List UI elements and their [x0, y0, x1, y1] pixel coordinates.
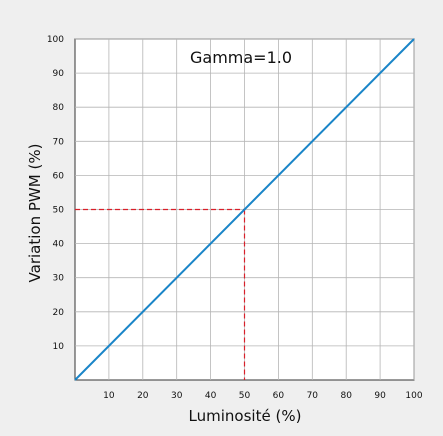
- y-tick-labels: 10 20 30 40 50 60 70 80 90 100: [47, 35, 64, 352]
- y-tick-label: 40: [53, 240, 65, 250]
- y-tick-label: 60: [53, 171, 65, 181]
- y-tick-label: 90: [53, 69, 65, 79]
- series-layer: [74, 38, 415, 381]
- x-tick-label: 10: [103, 391, 115, 401]
- x-axis-title: Luminosité (%): [189, 407, 302, 425]
- x-tick-label: 100: [405, 391, 422, 401]
- y-tick-label: 80: [53, 103, 65, 113]
- x-tick-label: 70: [307, 391, 319, 401]
- y-tick-label: 10: [53, 342, 65, 352]
- x-tick-labels: 10 20 30 40 50 60 70 80 90 100: [103, 391, 423, 401]
- x-tick-label: 50: [239, 391, 251, 401]
- y-tick-label: 30: [53, 274, 65, 284]
- x-tick-label: 20: [137, 391, 149, 401]
- x-tick-label: 40: [205, 391, 217, 401]
- x-tick-label: 30: [171, 391, 183, 401]
- y-tick-label: 100: [47, 35, 64, 45]
- x-tick-label: 90: [374, 391, 386, 401]
- x-tick-label: 60: [273, 391, 285, 401]
- series-line: [74, 38, 415, 381]
- y-tick-label: 50: [53, 206, 65, 216]
- y-tick-label: 70: [53, 137, 65, 147]
- y-tick-label: 20: [53, 308, 65, 318]
- y-axis-title: Variation PWM (%): [26, 144, 44, 283]
- x-tick-label: 80: [340, 391, 352, 401]
- grid-lines: [75, 38, 415, 380]
- reference-lines: [75, 208, 246, 380]
- gamma-annotation: Gamma=1.0: [190, 48, 292, 67]
